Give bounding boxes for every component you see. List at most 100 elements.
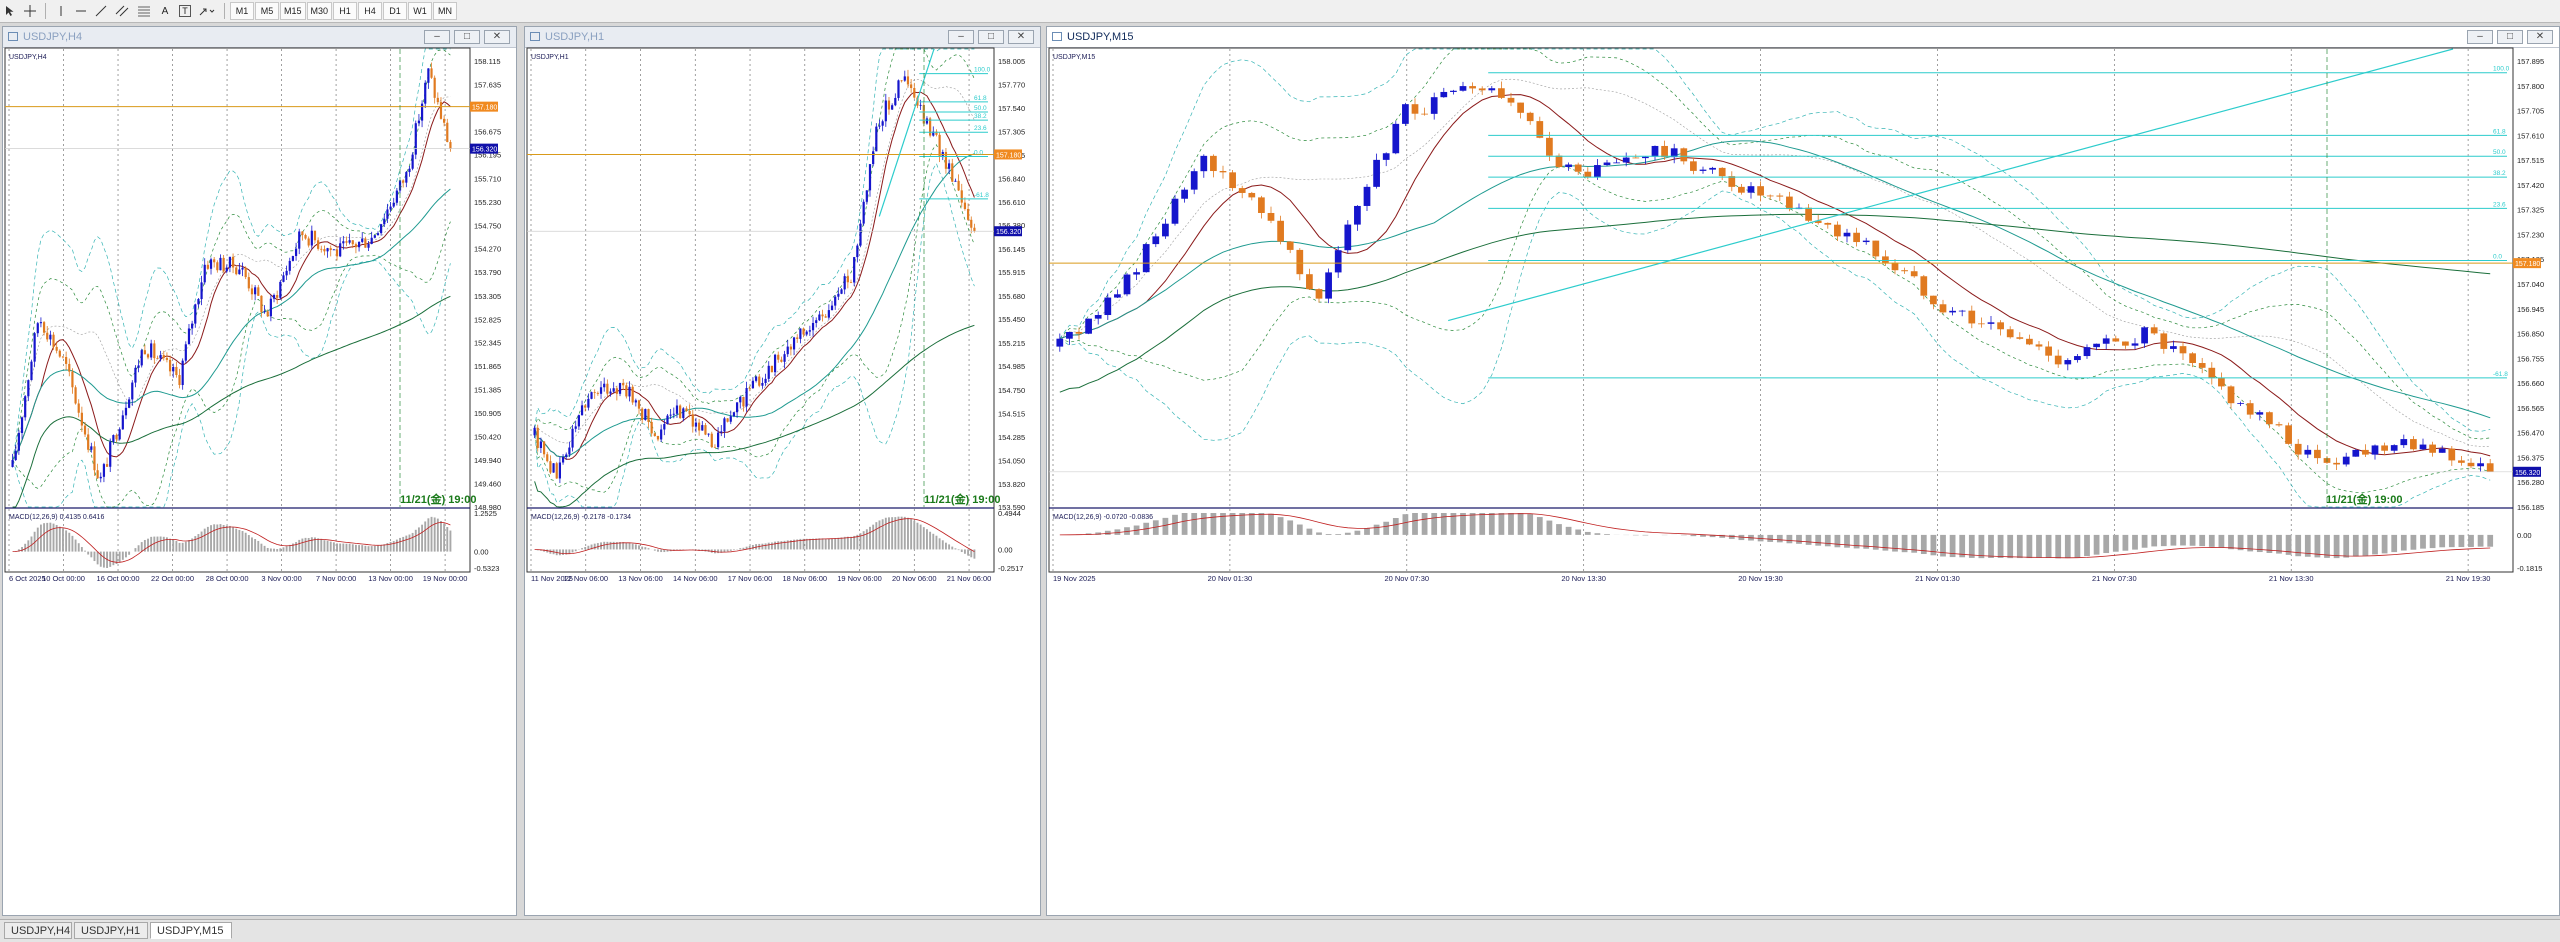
candle-body — [751, 380, 755, 389]
cursor-icon[interactable] — [0, 2, 20, 20]
candle-body — [178, 375, 181, 386]
candle-body — [2064, 360, 2072, 365]
candle-body — [815, 320, 818, 323]
macd-signal-line — [534, 518, 975, 555]
tab-usdjpy-h1[interactable]: USDJPY,H1 — [74, 922, 148, 939]
candle-body — [1786, 196, 1793, 210]
text-tool-label: A — [161, 5, 169, 17]
timeframe-h4[interactable]: H4 — [358, 2, 383, 20]
price-tick-label: 157.325 — [2517, 206, 2544, 215]
candle-body — [549, 461, 552, 473]
channel-icon[interactable] — [111, 2, 133, 20]
maximize-button[interactable]: □ — [454, 30, 480, 44]
timeframe-d1[interactable]: D1 — [383, 2, 408, 20]
tab-usdjpy-m15[interactable]: USDJPY,M15 — [150, 922, 232, 939]
minimize-button[interactable]: – — [424, 30, 450, 44]
candle-body — [1546, 137, 1553, 156]
chart-window-icon — [530, 32, 540, 41]
timeframe-bar: M1 M5 M15 M30 H1 H4 D1 W1 MN — [230, 2, 458, 20]
candle-body — [555, 463, 558, 479]
candle-body — [99, 476, 102, 479]
chart-window-1[interactable]: USDJPY,H1 – □ ✕ USDJPY,H1 11 Nov 2025 12 Nov 0… — [524, 26, 1041, 916]
candle-body — [392, 202, 395, 207]
fibonacci-icon[interactable] — [133, 2, 155, 20]
candle-body — [799, 328, 802, 339]
maximize-button[interactable]: □ — [978, 30, 1004, 44]
close-button[interactable]: ✕ — [1008, 30, 1034, 44]
candle-body — [414, 123, 417, 155]
candle-body — [875, 126, 878, 152]
chart-canvas[interactable]: USDJPY,M15 19 Nov 2025 20 Nov 01:30 20 Nov … — [1047, 47, 2559, 913]
candle-body — [58, 350, 61, 357]
candle-body — [682, 408, 685, 419]
timeframe-mn[interactable]: MN — [433, 2, 458, 20]
candle-body — [320, 248, 323, 250]
crosshair-icon[interactable] — [20, 2, 40, 20]
minimize-button[interactable]: – — [2467, 30, 2493, 44]
close-button[interactable]: ✕ — [2527, 30, 2553, 44]
label-icon[interactable]: T — [175, 2, 195, 20]
candle-body — [257, 287, 260, 296]
maximize-button[interactable]: □ — [2497, 30, 2523, 44]
price-tick-label: 158.115 — [474, 57, 501, 66]
timeframe-m1[interactable]: M1 — [230, 2, 254, 20]
candle-body — [1968, 310, 1976, 324]
moving-average-slow — [1059, 213, 2491, 393]
candle-body — [294, 248, 298, 257]
time-tick-label: 20 Nov 19:30 — [1738, 574, 1783, 583]
chart-window-0[interactable]: USDJPY,H4 – □ ✕ USDJPY,H4 6 Oct 2025 10 Oct 00… — [2, 26, 517, 916]
timeframe-m15[interactable]: M15 — [280, 2, 306, 20]
candle-body — [27, 380, 30, 397]
window-titlebar[interactable]: USDJPY,H1 – □ ✕ — [525, 27, 1040, 48]
candle-body — [329, 248, 332, 250]
timeframe-m5[interactable]: M5 — [255, 2, 279, 20]
candle-body — [1286, 241, 1294, 250]
trend-line[interactable] — [1448, 48, 2454, 322]
minimize-button[interactable]: – — [948, 30, 974, 44]
candle-body — [2467, 462, 2475, 467]
candle-body — [2458, 460, 2465, 463]
candle-body — [818, 314, 821, 321]
tab-usdjpy-h4[interactable]: USDJPY,H4 — [4, 922, 72, 939]
candle-body — [830, 305, 834, 311]
trendline-icon[interactable] — [91, 2, 111, 20]
candle-body — [263, 311, 266, 313]
bollinger-band-1sd — [12, 96, 451, 461]
bollinger-band-outer-lower — [1059, 190, 2491, 508]
candle-body — [1248, 192, 1256, 198]
text-icon[interactable]: A — [155, 2, 175, 20]
timeframe-h1[interactable]: H1 — [333, 2, 358, 20]
candle-body — [587, 398, 590, 408]
candle-body — [1402, 104, 1409, 124]
close-button[interactable]: ✕ — [484, 30, 510, 44]
candle-body — [1584, 171, 1592, 178]
vertical-line-icon[interactable] — [51, 2, 71, 20]
candle-body — [272, 295, 276, 299]
candle-body — [944, 151, 948, 169]
candle-body — [2285, 425, 2292, 444]
time-tick-label: 22 Oct 00:00 — [151, 574, 194, 583]
trend-line[interactable] — [878, 48, 935, 217]
fibonacci-level-label: 0.0 — [974, 149, 983, 156]
current-price-tag — [470, 143, 498, 154]
candle-body — [894, 97, 897, 106]
candle-body — [49, 334, 52, 340]
candle-body — [1200, 155, 1208, 172]
timeframe-w1[interactable]: W1 — [408, 2, 433, 20]
macd-histogram — [1066, 513, 2494, 559]
candle-body — [137, 365, 140, 368]
horizontal-line-icon[interactable] — [71, 2, 91, 20]
fibonacci-level-label: 100.0 — [974, 67, 991, 74]
price-tick-label: 156.185 — [2517, 503, 2544, 512]
timeframe-m30[interactable]: M30 — [306, 2, 333, 20]
candle-body — [1901, 270, 1908, 272]
window-titlebar[interactable]: USDJPY,H4 – □ ✕ — [3, 27, 516, 48]
candle-body — [856, 245, 859, 258]
arrow-icon[interactable] — [195, 2, 219, 20]
current-price-label: 156.320 — [996, 229, 1021, 236]
candle-body — [1306, 274, 1313, 290]
chart-window-2[interactable]: USDJPY,M15 – □ ✕ USDJPY,M15 19 Nov 2025 20 Nov… — [1046, 26, 2560, 916]
window-titlebar[interactable]: USDJPY,M15 – □ ✕ — [1047, 27, 2559, 48]
